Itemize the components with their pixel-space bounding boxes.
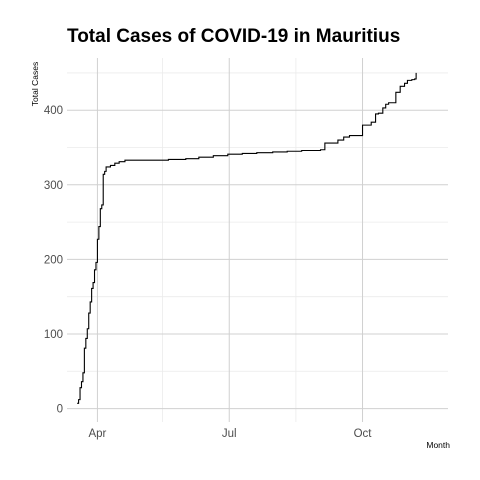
minor-gridlines <box>67 58 448 422</box>
y-tick-label: 300 <box>44 180 63 192</box>
chart-title: Total Cases of COVID-19 in Mauritius <box>67 26 401 47</box>
series-layer <box>77 72 417 404</box>
x-tick-label: Oct <box>354 428 373 440</box>
y-tick-label: 400 <box>44 105 63 117</box>
series-line <box>77 72 417 404</box>
tick-labels: 0 100 200 300 400 Apr Jul Oct <box>44 105 372 440</box>
y-tick-label: 100 <box>44 329 63 341</box>
y-tick-label: 0 <box>57 404 63 416</box>
x-tick-label: Apr <box>88 428 106 440</box>
x-tick-label: Jul <box>222 428 237 440</box>
major-gridlines <box>67 58 448 422</box>
x-axis-label: Month <box>426 440 450 450</box>
y-tick-label: 200 <box>44 254 63 266</box>
